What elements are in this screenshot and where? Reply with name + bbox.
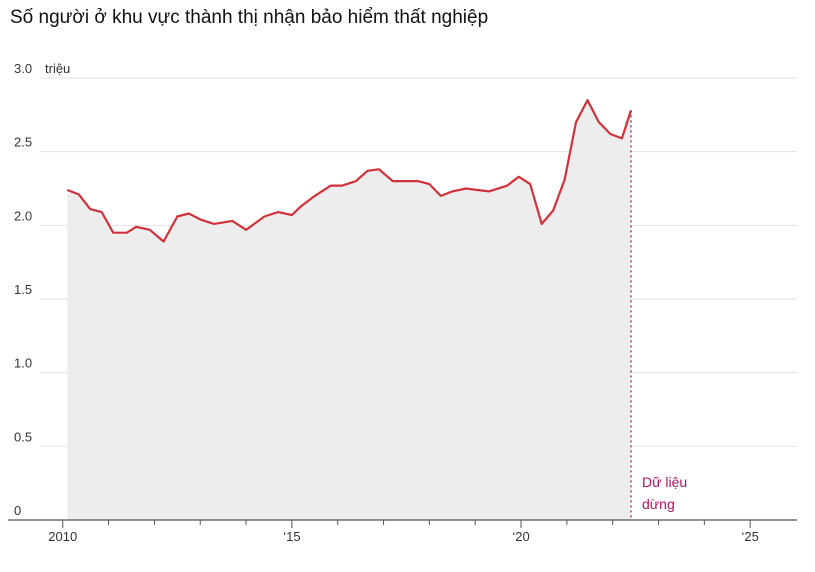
series-line (66, 99, 633, 243)
y-tick-label: 2.5 (14, 135, 32, 150)
x-tick-label: ‘25 (741, 529, 758, 544)
unit-label: triệu (45, 61, 70, 76)
x-tick-label: ‘20 (512, 529, 529, 544)
x-axis: 2010 ‘15 ‘20 ‘25 (8, 519, 797, 544)
y-tick-label: 2.0 (14, 208, 32, 223)
x-tick-label: 2010 (48, 529, 77, 544)
area-fill (67, 100, 632, 520)
y-tick-label: 3.0 (14, 61, 32, 76)
annotation-line-2: dừng (642, 496, 675, 512)
annotation-line-1: Dữ liệu (642, 474, 687, 490)
x-tick-label: ‘15 (283, 529, 300, 544)
y-tick-label: 1.5 (14, 282, 32, 297)
chart-title: Số người ở khu vực thành thị nhận bảo hi… (10, 7, 489, 28)
y-tick-label: 0 (14, 503, 21, 518)
y-tick-label: 0.5 (14, 429, 32, 444)
y-tick-label: 1.0 (14, 356, 32, 371)
y-axis-labels: 3.0 2.5 2.0 1.5 1.0 0.5 0 (14, 61, 32, 518)
